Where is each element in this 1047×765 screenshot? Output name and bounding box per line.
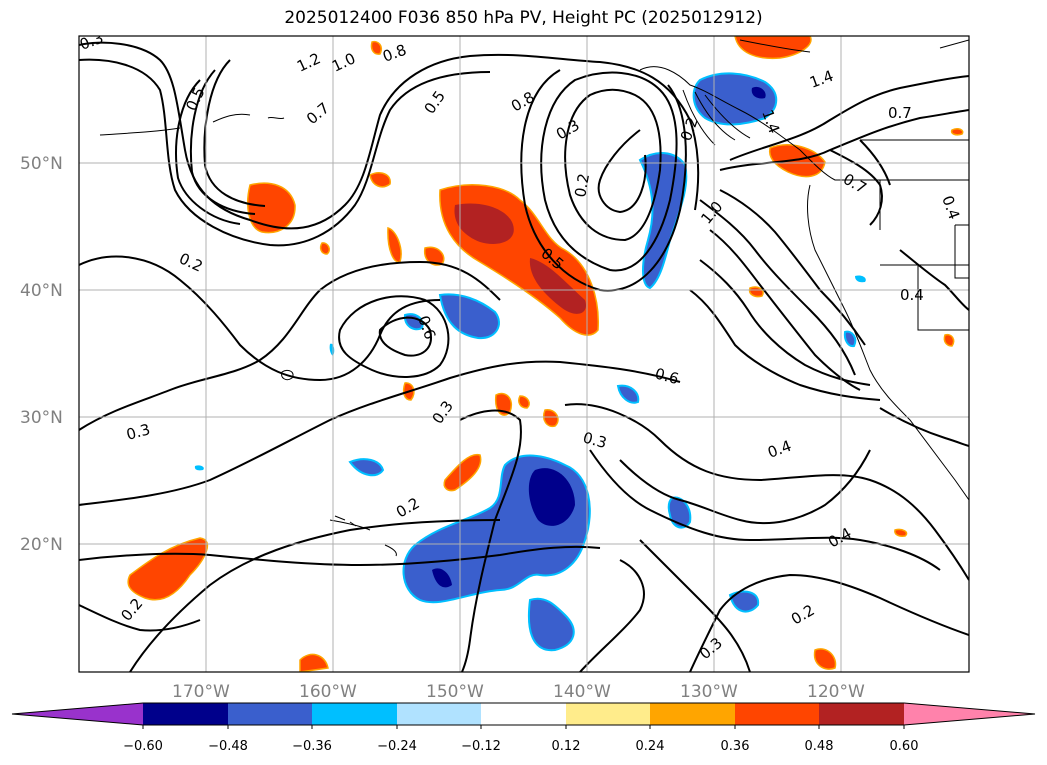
- thin-contours: [281, 89, 751, 527]
- longitude-labels: 170°W 160°W 150°W 140°W 130°W 120°W: [172, 682, 865, 702]
- colorbar-segment: [566, 703, 650, 725]
- colorbar-segment: [228, 703, 312, 725]
- colorbar-tick-label: −0.12: [461, 739, 501, 754]
- colorbar-tick-label: 0.36: [721, 739, 750, 754]
- colorbar-extend-low: [12, 703, 143, 725]
- latitude-labels: 50°N 40°N 30°N 20°N: [20, 154, 63, 555]
- map-frame: [78, 35, 970, 673]
- colorbar-tick-label: −0.36: [292, 739, 332, 754]
- contour-label: 0.2: [571, 172, 593, 199]
- contour-label: 0.4: [900, 286, 924, 304]
- lat-label: 30°N: [20, 408, 63, 428]
- lon-label: 160°W: [299, 682, 357, 702]
- colorbar-segment: [397, 703, 481, 725]
- colorbar-tick-label: 0.60: [890, 739, 919, 754]
- colorbar-segment: [481, 703, 566, 725]
- colorbar-tick-label: 0.24: [636, 739, 665, 754]
- colorbar-segment: [143, 703, 228, 725]
- colorbar-tick-label: 0.48: [805, 739, 834, 754]
- map-title: 2025012400 F036 850 hPa PV, Height PC (2…: [284, 8, 763, 28]
- colorbar-segment: [819, 703, 904, 725]
- lon-label: 120°W: [807, 682, 865, 702]
- colorbar-segment: [312, 703, 397, 725]
- lat-label: 20°N: [20, 535, 63, 555]
- coastline: [99, 39, 969, 557]
- colorbar-tick-label: −0.60: [123, 739, 163, 754]
- map-panel: 0.3 1.2 1.0 0.8 0.5 0.7 0.5 0.8 0.3 0.2 …: [79, 36, 969, 672]
- colorbar-segment: [650, 703, 735, 725]
- lon-label: 130°W: [680, 682, 738, 702]
- pv-positive-anomaly-patches: [127, 36, 964, 672]
- colorbar-tick-label: 0.12: [552, 739, 581, 754]
- lon-label: 140°W: [553, 682, 611, 702]
- colorbar-tick-label: −0.24: [377, 739, 417, 754]
- lon-label: 170°W: [172, 682, 230, 702]
- lat-label: 40°N: [20, 281, 63, 301]
- colorbar-tick-label: −0.48: [208, 739, 248, 754]
- contour-label: 0.3: [581, 428, 609, 452]
- colorbar-extend-high: [904, 703, 1035, 725]
- colorbar: −0.60 −0.48 −0.36 −0.24 −0.12 0.12 0.24 …: [11, 702, 1036, 754]
- lat-label: 50°N: [20, 154, 63, 174]
- lon-label: 150°W: [426, 682, 484, 702]
- graticule: [79, 36, 969, 672]
- contour-label: 0.7: [888, 104, 912, 122]
- colorbar-segment: [735, 703, 819, 725]
- contour-label: 0.3: [124, 420, 152, 444]
- contour-label: 0.6: [653, 364, 681, 388]
